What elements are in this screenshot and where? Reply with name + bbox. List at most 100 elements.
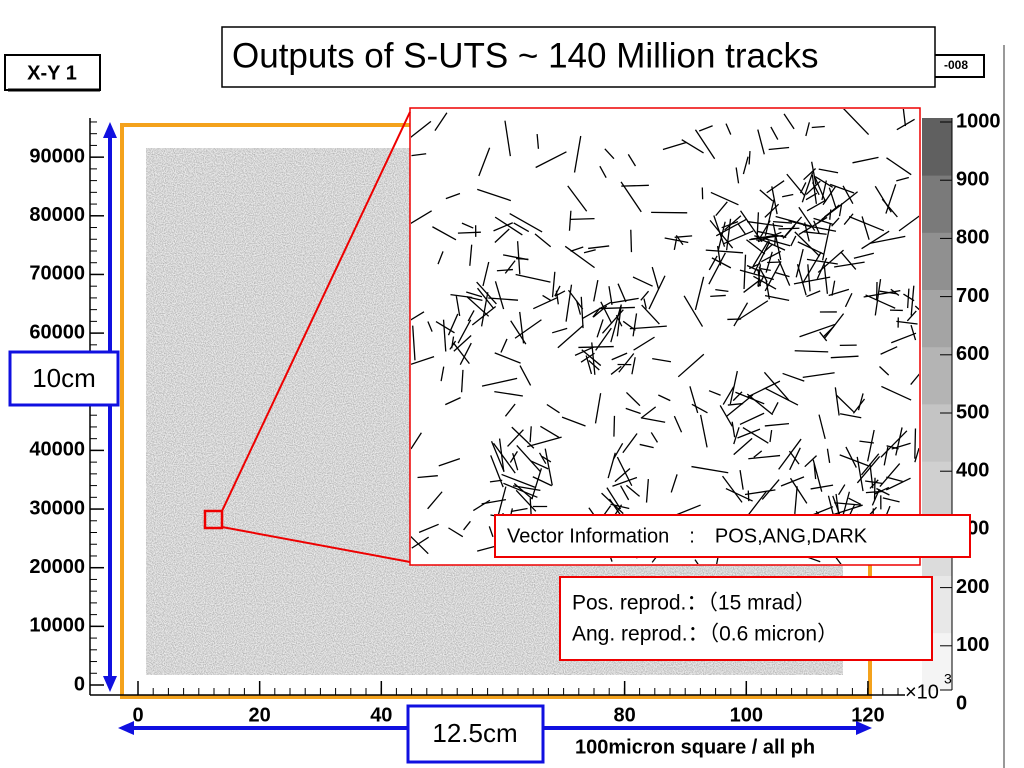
arrow-head: [103, 676, 117, 692]
track: [641, 417, 666, 423]
track: [650, 432, 659, 443]
track: [466, 291, 483, 298]
track: [689, 386, 699, 414]
track: [869, 235, 906, 245]
track: [813, 463, 817, 480]
track: [772, 222, 782, 261]
track: [673, 415, 683, 433]
track: [906, 288, 910, 309]
track: [411, 120, 432, 138]
track: [504, 403, 516, 417]
z-tick-label: 400: [956, 459, 989, 481]
y-tick-label: 30000: [29, 497, 85, 519]
width-text: 12.5cm: [432, 718, 517, 748]
track: [794, 350, 829, 353]
track: [490, 441, 505, 472]
track: [544, 448, 553, 486]
track: [437, 251, 444, 265]
track: [811, 161, 817, 185]
track: [427, 491, 443, 510]
track: [554, 285, 561, 297]
track: [881, 385, 912, 401]
track: [852, 156, 879, 164]
track: [768, 146, 790, 151]
track: [513, 482, 533, 500]
track: [737, 428, 761, 439]
slide-title: Outputs of S-UTS ~ 140 Million tracks: [232, 36, 818, 75]
track: [530, 460, 549, 470]
track: [807, 264, 811, 292]
track: [476, 281, 497, 305]
track: [843, 213, 854, 225]
track: [914, 305, 919, 311]
track: [722, 475, 743, 503]
track: [886, 157, 912, 176]
track: [831, 280, 836, 296]
track: [795, 248, 804, 278]
track: [806, 199, 827, 212]
track: [861, 230, 890, 250]
track: [819, 331, 828, 342]
y-tick-label: 40000: [29, 439, 85, 461]
track: [891, 442, 911, 450]
z-tick-label: 800: [956, 227, 989, 249]
track: [723, 230, 754, 245]
track: [725, 123, 732, 135]
track: [788, 450, 800, 465]
track: [799, 323, 836, 338]
x-tick-label: 0: [132, 704, 143, 726]
track: [493, 222, 514, 232]
track: [834, 502, 862, 506]
palette-band: [922, 461, 952, 519]
track: [533, 296, 559, 310]
track: [516, 241, 521, 275]
zoom-line: [221, 111, 411, 512]
track: [890, 288, 900, 296]
track: [632, 276, 653, 287]
track: [763, 243, 774, 253]
track: [731, 421, 736, 438]
track: [799, 182, 807, 194]
track: [757, 231, 782, 243]
track: [613, 415, 616, 437]
track: [677, 353, 705, 378]
track: [643, 298, 647, 309]
track: [824, 208, 835, 218]
track: [834, 261, 865, 268]
track: [494, 352, 521, 364]
track: [535, 151, 567, 169]
track: [804, 455, 817, 468]
zoom-region: [203, 509, 224, 530]
track: [457, 319, 472, 344]
z-tick-label: 1000: [956, 110, 1001, 132]
track: [769, 429, 773, 443]
track: [759, 189, 774, 202]
track: [744, 489, 776, 496]
track: [748, 262, 761, 270]
track: [818, 414, 826, 440]
track: [504, 260, 516, 274]
track: [477, 188, 512, 202]
track: [457, 231, 481, 234]
track: [869, 479, 879, 489]
track: [440, 366, 445, 382]
z-tick-label: 100: [956, 634, 989, 656]
track: [886, 476, 903, 483]
title-box: [221, 26, 936, 88]
track: [450, 293, 473, 299]
track: [914, 447, 919, 463]
track: [621, 184, 649, 187]
track: [494, 281, 505, 310]
track: [447, 313, 459, 336]
y-tick-label: 90000: [29, 145, 85, 167]
track: [648, 275, 666, 310]
track: [625, 484, 641, 497]
track: [753, 275, 777, 290]
track: [583, 249, 596, 254]
track: [488, 297, 519, 301]
track: [568, 210, 572, 231]
track: [507, 429, 524, 447]
track: [515, 273, 551, 283]
track: [910, 373, 919, 385]
track: [839, 413, 862, 419]
